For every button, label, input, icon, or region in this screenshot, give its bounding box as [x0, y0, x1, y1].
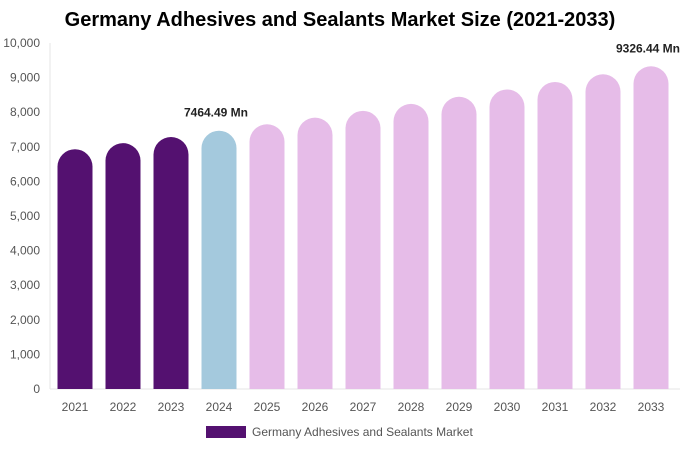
legend-swatch [206, 426, 246, 438]
bar-2029 [441, 96, 477, 389]
bar-2021 [57, 149, 93, 389]
y-tick-label: 9,000 [10, 71, 40, 85]
y-tick-label: 3,000 [10, 278, 40, 292]
bar-2022 [105, 143, 141, 389]
x-tick-label: 2021 [62, 400, 89, 414]
bar-2032 [585, 74, 621, 390]
data-label-2033: 9326.44 Mn [616, 41, 680, 55]
y-tick-label: 5,000 [10, 209, 40, 223]
bar-2024 [201, 130, 237, 390]
x-tick-label: 2033 [638, 400, 665, 414]
y-tick-label: 7,000 [10, 140, 40, 154]
x-tick-label: 2027 [350, 400, 377, 414]
x-tick-label: 2024 [206, 400, 233, 414]
y-tick-label: 8,000 [10, 105, 40, 119]
bar-2030 [489, 89, 525, 389]
x-tick-label: 2026 [302, 400, 329, 414]
bar-2027 [345, 110, 381, 390]
data-label-2024: 7464.49 Mn [184, 106, 248, 120]
x-tick-label: 2032 [590, 400, 617, 414]
y-tick-label: 10,000 [3, 36, 40, 50]
bar-2031 [537, 81, 573, 390]
legend[interactable]: Germany Adhesives and Sealants Market [206, 425, 473, 439]
bar-2033 [633, 66, 669, 389]
y-tick-label: 0 [33, 382, 40, 396]
bar-2023 [153, 137, 189, 389]
x-tick-label: 2025 [254, 400, 281, 414]
legend-label: Germany Adhesives and Sealants Market [252, 425, 473, 439]
chart-title: Germany Adhesives and Sealants Market Si… [64, 9, 616, 31]
x-tick-label: 2029 [446, 400, 473, 414]
x-tick-label: 2030 [494, 400, 521, 414]
y-tick-label: 6,000 [10, 174, 40, 188]
x-tick-label: 2028 [398, 400, 425, 414]
y-tick-label: 1,000 [10, 347, 40, 361]
bar-2028 [393, 103, 429, 390]
y-tick-label: 2,000 [10, 313, 40, 327]
bar-2026 [297, 117, 333, 390]
x-tick-label: 2022 [110, 400, 137, 414]
x-tick-label: 2031 [542, 400, 569, 414]
bar-2025 [249, 124, 285, 390]
x-tick-label: 2023 [158, 400, 185, 414]
y-tick-label: 4,000 [10, 244, 40, 258]
